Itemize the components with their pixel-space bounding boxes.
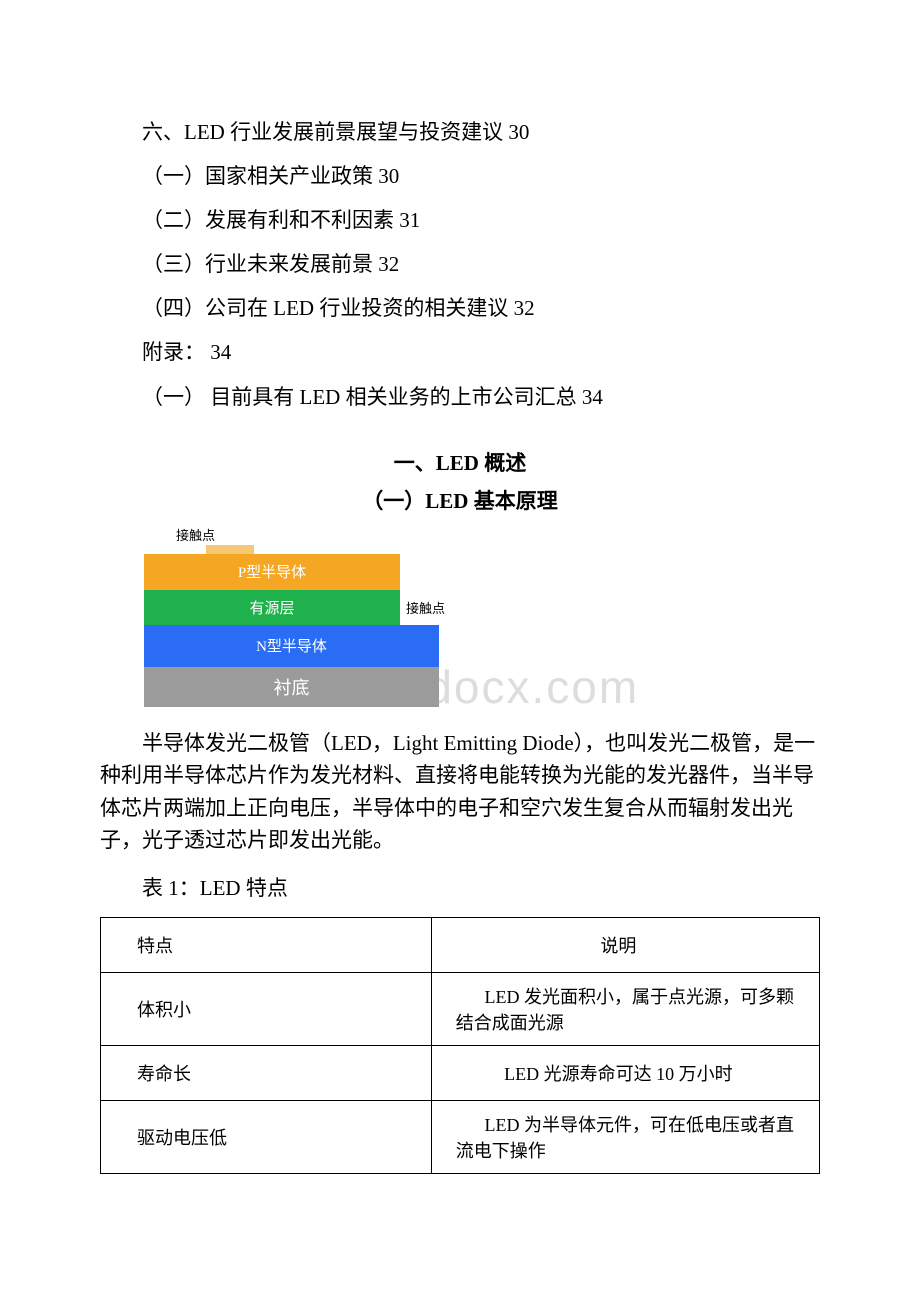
table-row: 特点 说明 [101, 917, 820, 972]
table-caption: 表 1：LED 特点 [100, 871, 820, 907]
contact-right-label: 接触点 [406, 598, 445, 617]
p-semiconductor-layer: P型半导体 [144, 554, 400, 590]
table-row: 体积小 LED 发光面积小，属于点光源，可多颗结合成面光源 [101, 972, 820, 1045]
table-header-cell: 特点 [101, 917, 432, 972]
table-cell: LED 光源寿命可达 10 万小时 [431, 1045, 819, 1100]
toc-line: （一） 目前具有 LED 相关业务的上市公司汇总 34 [100, 375, 820, 419]
toc-block: 六、LED 行业发展前景展望与投资建议 30 （一）国家相关产业政策 30 （二… [100, 110, 820, 419]
contact-top-label: 接触点 [176, 525, 464, 544]
toc-line: （二）发展有利和不利因素 31 [100, 198, 820, 242]
table-cell: LED 为半导体元件，可在低电压或者直流电下操作 [431, 1100, 819, 1173]
toc-line: （四）公司在 LED 行业投资的相关建议 32 [100, 286, 820, 330]
led-structure-diagram: 接触点 P型半导体 有源层 接触点 N型半导体 衬底 [100, 525, 820, 707]
active-layer: 有源层 [144, 590, 400, 625]
section-heading-2: （一）LED 基本原理 [100, 485, 820, 515]
led-features-table: 特点 说明 体积小 LED 发光面积小，属于点光源，可多颗结合成面光源 寿命长 … [100, 917, 820, 1174]
toc-line: （三）行业未来发展前景 32 [100, 242, 820, 286]
table-cell: 寿命长 [101, 1045, 432, 1100]
toc-line: （一）国家相关产业政策 30 [100, 154, 820, 198]
section-heading-1: 一、LED 概述 [100, 447, 820, 477]
toc-line: 附录： 34 [100, 330, 820, 374]
table-row: 驱动电压低 LED 为半导体元件，可在低电压或者直流电下操作 [101, 1100, 820, 1173]
table-row: 寿命长 LED 光源寿命可达 10 万小时 [101, 1045, 820, 1100]
contact-top-bar [206, 545, 254, 554]
paragraph-led-description: 半导体发光二极管（LED，Light Emitting Diode），也叫发光二… [100, 727, 820, 857]
table-cell: LED 发光面积小，属于点光源，可多颗结合成面光源 [431, 972, 819, 1045]
substrate-layer: 衬底 [144, 667, 439, 707]
toc-line: 六、LED 行业发展前景展望与投资建议 30 [100, 110, 820, 154]
table-header-cell: 说明 [431, 917, 819, 972]
table-cell: 驱动电压低 [101, 1100, 432, 1173]
table-cell: 体积小 [101, 972, 432, 1045]
n-semiconductor-layer: N型半导体 [144, 625, 439, 667]
